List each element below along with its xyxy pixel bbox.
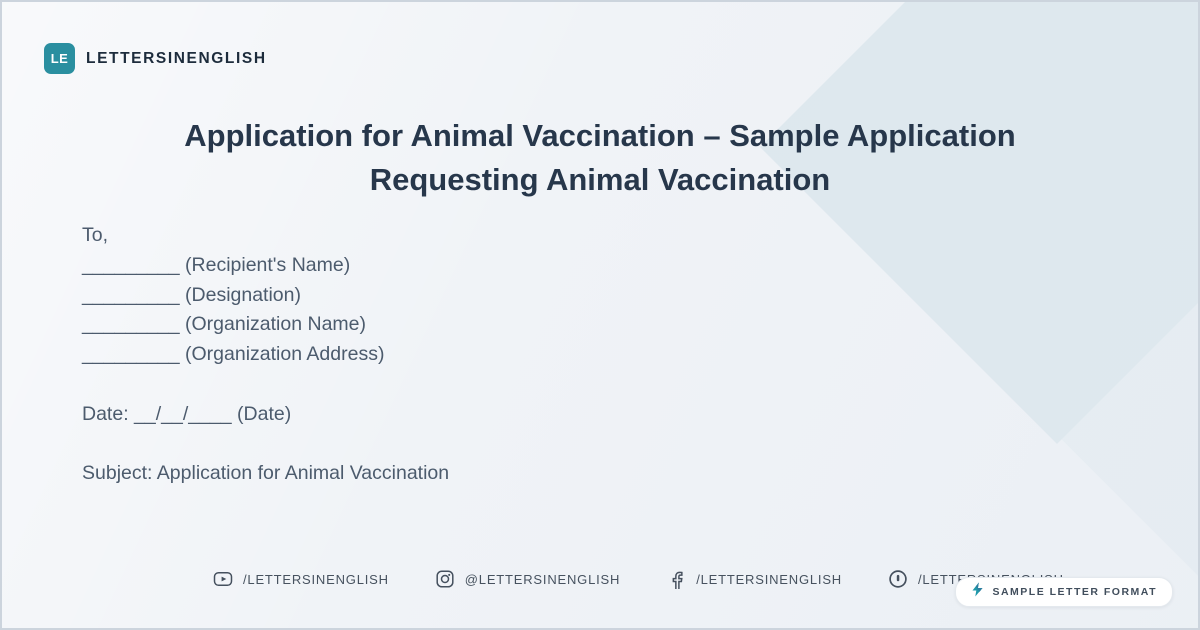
social-handle-youtube: /LETTERSINENGLISH — [243, 571, 389, 587]
letter-line-blank — [82, 373, 449, 403]
social-link-youtube[interactable]: /LETTERSINENGLISH — [212, 568, 389, 590]
sample-letter-format-badge[interactable]: SAMPLE LETTER FORMAT — [955, 577, 1173, 607]
letter-line-organization-name: _________ (Organization Name) — [82, 313, 367, 336]
letter-line-designation: _________ (Designation) — [82, 283, 301, 306]
letter-line-organization-address: _________ (Organization Address) — [82, 343, 385, 366]
pinterest-icon — [887, 568, 909, 590]
instagram-icon — [434, 568, 456, 590]
page-title-line-1: Application for Animal Vaccination – Sam… — [184, 118, 1016, 153]
social-link-instagram[interactable]: @LETTERSINENGLISH — [434, 568, 620, 590]
facebook-icon — [665, 568, 687, 590]
sample-letter-format-label: SAMPLE LETTER FORMAT — [992, 586, 1157, 598]
social-link-facebook[interactable]: /LETTERSINENGLISH — [665, 568, 842, 590]
page-title: Application for Animal Vaccination – Sam… — [2, 114, 1198, 201]
letter-line-date: Date: __/__/____ (Date) — [82, 402, 292, 425]
lightning-bolt-icon — [971, 582, 984, 602]
page-title-line-2: Requesting Animal Vaccination — [369, 161, 831, 197]
social-handle-facebook: /LETTERSINENGLISH — [696, 571, 842, 587]
letter-line-to: To, — [82, 224, 109, 246]
letter-line-subject: Subject: Application for Animal Vaccinat… — [82, 462, 450, 485]
brand-name: LETTERSINENGLISH — [86, 49, 267, 67]
letter-line-recipient-name: _________ (Recipient's Name) — [82, 253, 351, 276]
social-handle-instagram: @LETTERSINENGLISH — [464, 571, 621, 587]
social-links-row: /LETTERSINENGLISH @LETTERSINENGLISH /LET… — [212, 568, 1064, 590]
youtube-icon — [212, 568, 234, 590]
letter-body: To, _________ (Recipient's Name) _______… — [82, 224, 449, 492]
brand-logo-badge: LE — [44, 43, 75, 74]
letter-line-blank — [82, 433, 449, 463]
brand-logo[interactable]: LE LETTERSINENGLISH — [44, 43, 267, 74]
